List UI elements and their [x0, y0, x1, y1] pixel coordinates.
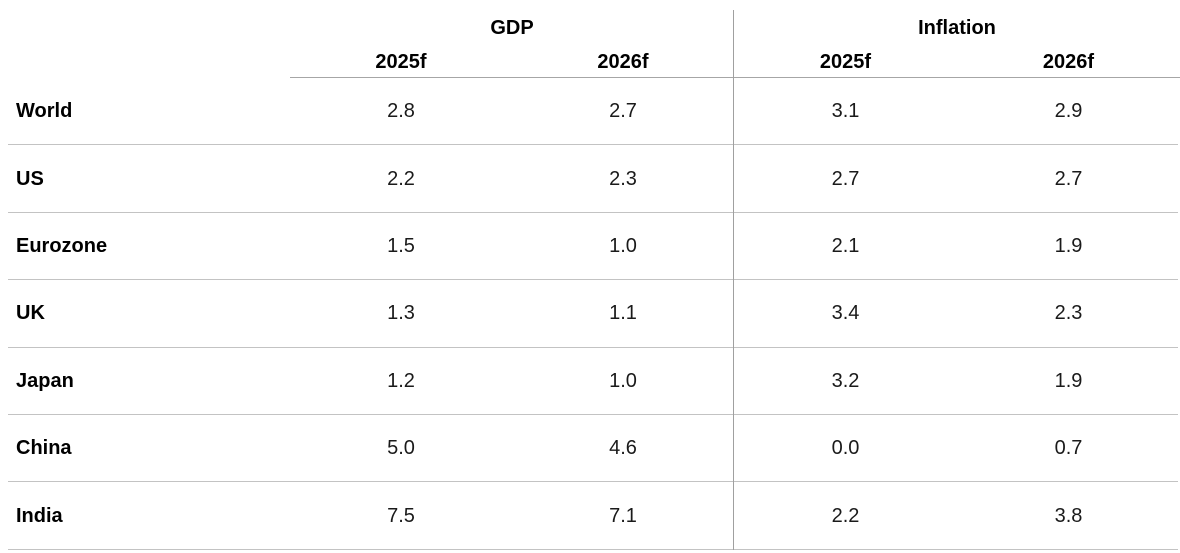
cell-inflation-2026f: 1.9	[1054, 234, 1083, 257]
row-label: US	[16, 167, 44, 190]
cell-gdp-2026f: 7.1	[609, 504, 637, 527]
cell-inflation-2025f: 3.4	[831, 302, 860, 325]
cell-gdp-2025f: 2.8	[387, 100, 415, 123]
cell-gdp-2025f: 1.3	[387, 302, 415, 325]
cell-gdp-2025f: 1.2	[387, 369, 415, 392]
year-header-inflation-2025f: 2025f	[819, 50, 872, 73]
section-divider-line	[733, 10, 734, 550]
row-label: India	[16, 504, 63, 527]
year-header-gdp-2026f: 2026f	[597, 50, 649, 73]
table-row-india: India 7.5 7.1 2.2 3.8	[0, 482, 1180, 551]
table-row-china: China 5.0 4.6 0.0 0.7	[0, 415, 1180, 483]
cell-gdp-2026f: 2.3	[609, 167, 637, 190]
row-label: World	[16, 100, 73, 123]
cell-inflation-2025f: 2.2	[831, 504, 860, 527]
cell-inflation-2025f: 0.0	[831, 437, 860, 460]
cell-inflation-2025f: 2.1	[831, 234, 860, 257]
group-header-row: GDP Inflation	[0, 0, 1180, 46]
cell-inflation-2026f: 2.9	[1054, 100, 1083, 123]
cell-gdp-2025f: 5.0	[387, 437, 415, 460]
year-header-gdp-2025f: 2025f	[375, 50, 427, 73]
cell-gdp-2026f: 1.0	[609, 369, 637, 392]
row-label: Eurozone	[16, 234, 108, 257]
cell-gdp-2026f: 4.6	[609, 437, 637, 460]
cell-inflation-2025f: 3.1	[831, 100, 860, 123]
row-label: Japan	[16, 369, 74, 392]
cell-inflation-2025f: 3.2	[831, 369, 860, 392]
cell-inflation-2026f: 3.8	[1054, 504, 1083, 527]
table-row-japan: Japan 1.2 1.0 3.2 1.9	[0, 348, 1180, 416]
cell-inflation-2026f: 1.9	[1054, 369, 1083, 392]
year-header-inflation-2026f: 2026f	[1042, 50, 1095, 73]
group-header-inflation: Inflation	[918, 17, 996, 39]
row-label: China	[16, 437, 72, 460]
cell-inflation-2025f: 2.7	[831, 167, 860, 190]
cell-inflation-2026f: 2.7	[1054, 167, 1083, 190]
table-row-uk: UK 1.3 1.1 3.4 2.3	[0, 280, 1180, 348]
row-label: UK	[16, 302, 45, 325]
group-header-gdp: GDP	[490, 17, 534, 39]
year-header-row: 2025f 2026f 2025f 2026f	[0, 46, 1180, 78]
cell-inflation-2026f: 2.3	[1054, 302, 1083, 325]
table-row-us: US 2.2 2.3 2.7 2.7	[0, 145, 1180, 214]
cell-gdp-2025f: 2.2	[387, 167, 415, 190]
table-row-world: World 2.8 2.7 3.1 2.9	[0, 78, 1180, 146]
cell-gdp-2026f: 1.0	[609, 234, 637, 257]
cell-gdp-2026f: 1.1	[609, 302, 637, 325]
table-row-eurozone: Eurozone 1.5 1.0 2.1 1.9	[0, 213, 1180, 281]
cell-inflation-2026f: 0.7	[1054, 437, 1083, 460]
cell-gdp-2025f: 7.5	[387, 504, 415, 527]
cell-gdp-2025f: 1.5	[387, 234, 415, 257]
cell-gdp-2026f: 2.7	[609, 100, 637, 123]
